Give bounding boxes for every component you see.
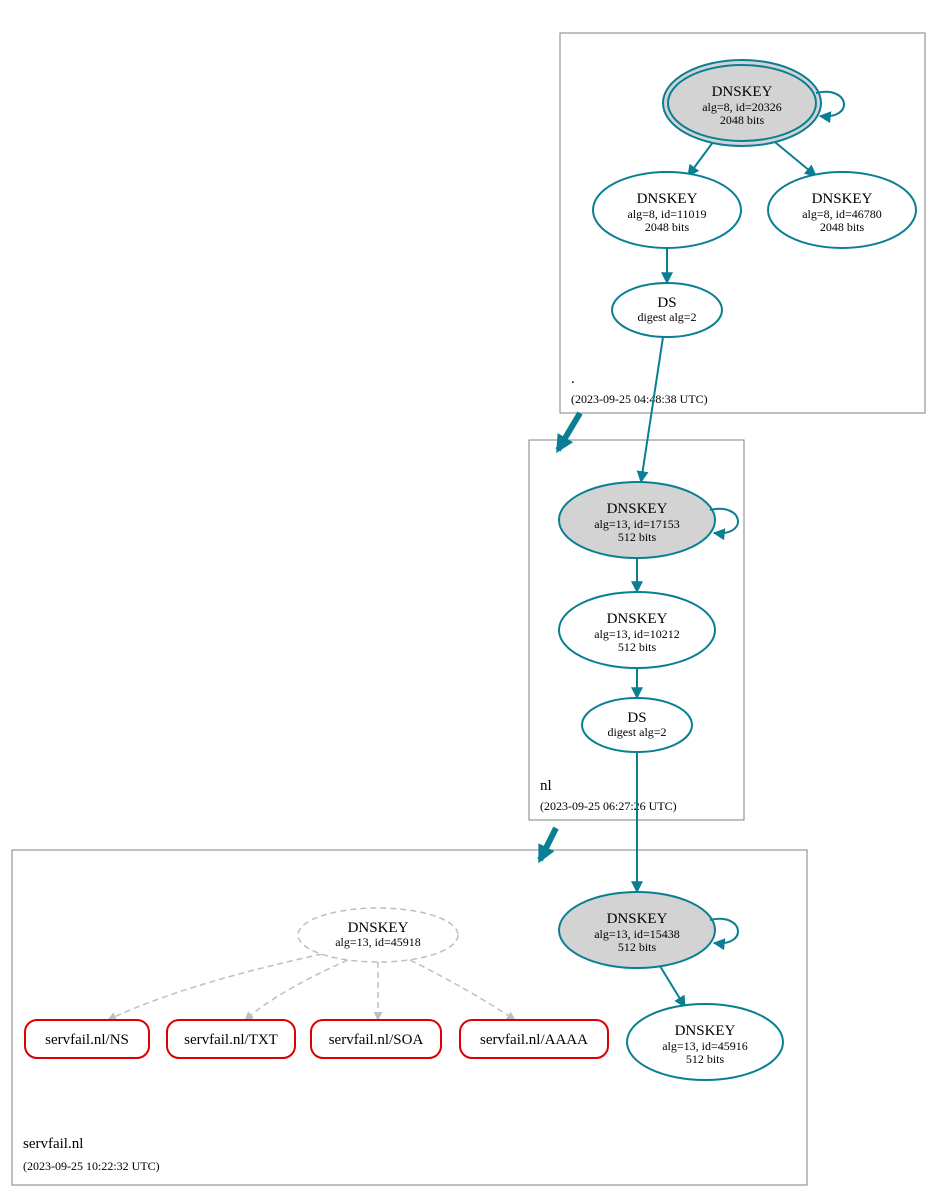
node-title: DNSKEY xyxy=(607,611,668,627)
node-title: DS xyxy=(627,710,646,726)
node-subtitle: alg=8, id=11019 xyxy=(627,207,706,221)
node-subtitle-2: 512 bits xyxy=(686,1052,725,1066)
node-title: DNSKEY xyxy=(607,501,668,517)
zone-root-label: . xyxy=(571,371,575,387)
node-title: DNSKEY xyxy=(348,920,409,936)
node-root-zsk1[interactable]: DNSKEY alg=8, id=11019 2048 bits xyxy=(593,172,741,248)
rr-label: servfail.nl/SOA xyxy=(329,1032,424,1048)
rr-aaaa[interactable]: servfail.nl/AAAA xyxy=(460,1020,608,1058)
node-nl-zsk[interactable]: DNSKEY alg=13, id=10212 512 bits xyxy=(559,592,715,668)
node-subtitle-2: 2048 bits xyxy=(720,113,765,127)
node-title: DNSKEY xyxy=(637,191,698,207)
rr-ns[interactable]: servfail.nl/NS xyxy=(25,1020,149,1058)
node-subtitle: alg=13, id=45918 xyxy=(335,935,421,949)
node-subtitle: alg=13, id=15438 xyxy=(594,927,680,941)
node-title: DS xyxy=(657,295,676,311)
rr-soa[interactable]: servfail.nl/SOA xyxy=(311,1020,441,1058)
node-title: DNSKEY xyxy=(812,191,873,207)
node-subtitle: alg=13, id=10212 xyxy=(594,627,680,641)
rr-label: servfail.nl/NS xyxy=(45,1032,129,1048)
node-root-ksk[interactable]: DNSKEY alg=8, id=20326 2048 bits xyxy=(663,60,844,146)
zone-nl-timestamp: (2023-09-25 06:27:26 UTC) xyxy=(540,799,677,813)
edge-missing-ns xyxy=(108,954,322,1020)
node-servfail-missing-key[interactable]: DNSKEY alg=13, id=45918 xyxy=(298,908,458,962)
node-nl-ksk[interactable]: DNSKEY alg=13, id=17153 512 bits xyxy=(559,482,738,558)
node-subtitle-2: 512 bits xyxy=(618,530,657,544)
node-subtitle: digest alg=2 xyxy=(637,310,696,324)
node-subtitle-2: 512 bits xyxy=(618,940,657,954)
node-title: DNSKEY xyxy=(675,1023,736,1039)
edge-rootksk-zsk2 xyxy=(770,138,816,176)
rr-label: servfail.nl/TXT xyxy=(184,1032,278,1048)
node-subtitle: digest alg=2 xyxy=(607,725,666,739)
edge-rootds-nlksk xyxy=(641,337,663,482)
node-title: DNSKEY xyxy=(712,84,773,100)
zone-arrow-nl-to-servfail xyxy=(540,828,556,860)
node-title: DNSKEY xyxy=(607,911,668,927)
node-subtitle-2: 512 bits xyxy=(618,640,657,654)
node-servfail-ksk[interactable]: DNSKEY alg=13, id=15438 512 bits xyxy=(559,892,738,968)
zone-servfail-timestamp: (2023-09-25 10:22:32 UTC) xyxy=(23,1159,160,1173)
zone-nl-label: nl xyxy=(540,778,552,794)
node-root-ds[interactable]: DS digest alg=2 xyxy=(612,283,722,337)
node-nl-ds[interactable]: DS digest alg=2 xyxy=(582,698,692,752)
node-servfail-zsk[interactable]: DNSKEY alg=13, id=45916 512 bits xyxy=(627,1004,783,1080)
edge-missing-aaaa xyxy=(410,960,515,1020)
edge-sfksk-sfzsk xyxy=(660,966,685,1007)
node-subtitle-2: 2048 bits xyxy=(820,220,865,234)
node-subtitle: alg=8, id=46780 xyxy=(802,207,882,221)
node-subtitle-2: 2048 bits xyxy=(645,220,690,234)
node-subtitle: alg=13, id=17153 xyxy=(594,517,680,531)
rr-txt[interactable]: servfail.nl/TXT xyxy=(167,1020,295,1058)
zone-root-timestamp: (2023-09-25 04:48:38 UTC) xyxy=(571,392,708,406)
zone-servfail-label: servfail.nl xyxy=(23,1136,83,1152)
zone-arrow-root-to-nl xyxy=(558,413,580,450)
rr-label: servfail.nl/AAAA xyxy=(480,1032,588,1048)
node-subtitle: alg=13, id=45916 xyxy=(662,1039,748,1053)
node-subtitle: alg=8, id=20326 xyxy=(702,100,782,114)
node-root-zsk2[interactable]: DNSKEY alg=8, id=46780 2048 bits xyxy=(768,172,916,248)
